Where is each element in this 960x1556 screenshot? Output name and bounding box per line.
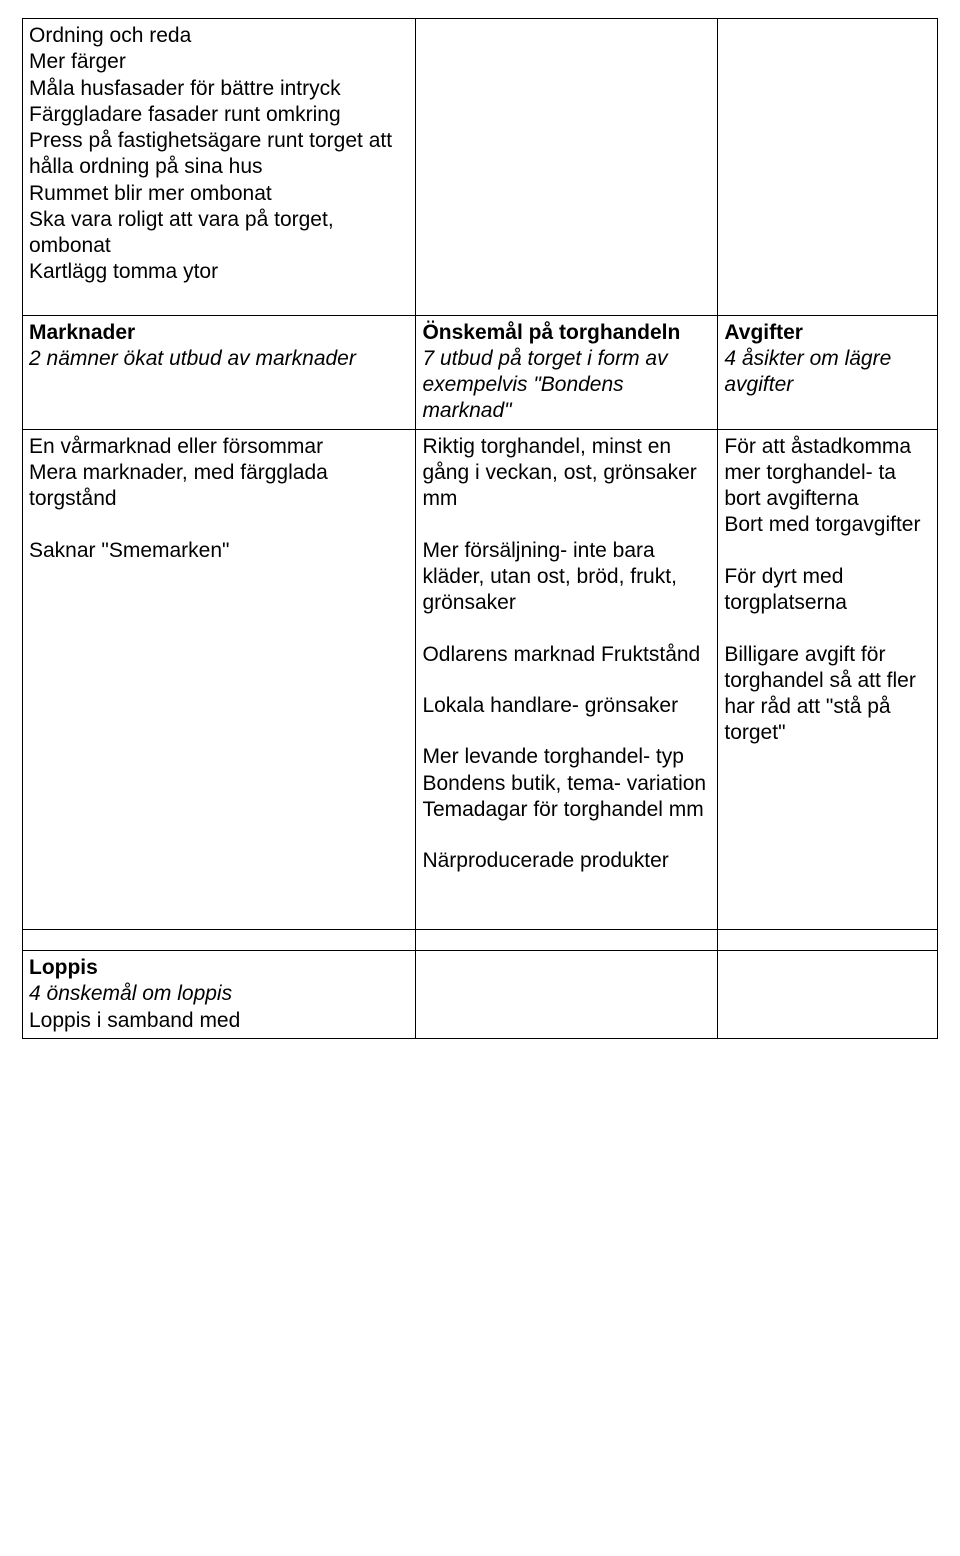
cell-r1-c2 (416, 19, 718, 316)
section-subtitle: 4 åsikter om lägre avgifter (724, 346, 931, 399)
cell-r2-c3: Avgifter 4 åsikter om lägre avgifter (718, 315, 938, 429)
text-para: Lokala handlare- grönsaker (422, 693, 711, 719)
cell-r1-c1: Ordning och reda Mer färger Måla husfasa… (23, 19, 416, 316)
cell-r2-c1: Marknader 2 nämner ökat utbud av marknad… (23, 315, 416, 429)
text-line: Loppis i samband med (29, 1008, 409, 1034)
section-title: Loppis (29, 955, 409, 981)
text-para: Mer försäljning- inte bara kläder, utan … (422, 538, 711, 617)
cell-r3-c3: För att åstadkomma mer torghandel- ta bo… (718, 429, 938, 929)
cell-r3-c1: En vårmarknad eller försommar Mera markn… (23, 429, 416, 929)
cell-r5-c1: Loppis 4 önskemål om loppis Loppis i sam… (23, 951, 416, 1039)
text-line: För dyrt med torgplatserna (724, 564, 931, 617)
text-para: Odlarens marknad Fruktstånd (422, 642, 711, 668)
cell-r2-c2: Önskemål på torghandeln 7 utbud på torge… (416, 315, 718, 429)
section-subtitle: 7 utbud på torget i form av exempelvis "… (422, 346, 711, 425)
cell-r3-c2: Riktig torghandel, minst en gång i vecka… (416, 429, 718, 929)
text-line: Rummet blir mer ombonat (29, 181, 409, 207)
section-subtitle: 2 nämner ökat utbud av marknader (29, 346, 409, 372)
section-title: Avgifter (724, 320, 931, 346)
section-title: Marknader (29, 320, 409, 346)
cell-r4-c3 (718, 930, 938, 951)
table-row: En vårmarknad eller försommar Mera markn… (23, 429, 938, 929)
table-row (23, 930, 938, 951)
text-line: För att åstadkomma mer torghandel- ta bo… (724, 434, 931, 513)
table-row: Marknader 2 nämner ökat utbud av marknad… (23, 315, 938, 429)
text-line: Mera marknader, med färgglada torgstånd (29, 460, 409, 513)
cell-r1-c3 (718, 19, 938, 316)
text-para: Riktig torghandel, minst en gång i vecka… (422, 434, 711, 513)
document-table: Ordning och reda Mer färger Måla husfasa… (22, 18, 938, 1039)
section-subtitle: 4 önskemål om loppis (29, 981, 409, 1007)
text-line: Ordning och reda (29, 23, 409, 49)
text-line: En vårmarknad eller försommar (29, 434, 409, 460)
cell-r5-c2 (416, 951, 718, 1039)
section-title: Önskemål på torghandeln (422, 320, 711, 346)
text-para: Närproducerade produkter (422, 848, 711, 874)
text-line: Ska vara roligt att vara på torget, ombo… (29, 207, 409, 260)
text-line: Färggladare fasader runt omkring (29, 102, 409, 128)
text-line: Saknar "Smemarken" (29, 538, 409, 564)
text-line: Kartlägg tomma ytor (29, 259, 409, 285)
text-line: Billigare avgift för torghandel så att f… (724, 642, 931, 747)
table-row: Ordning och reda Mer färger Måla husfasa… (23, 19, 938, 316)
cell-r4-c2 (416, 930, 718, 951)
text-line: Måla husfasader för bättre intryck (29, 76, 409, 102)
cell-r5-c3 (718, 951, 938, 1039)
cell-r4-c1 (23, 930, 416, 951)
text-line: Press på fastighetsägare runt torget att… (29, 128, 409, 181)
text-line: Bort med torgavgifter (724, 512, 931, 538)
text-line: Mer färger (29, 49, 409, 75)
table-row: Loppis 4 önskemål om loppis Loppis i sam… (23, 951, 938, 1039)
text-para: Mer levande torghandel- typ Bondens buti… (422, 744, 711, 823)
